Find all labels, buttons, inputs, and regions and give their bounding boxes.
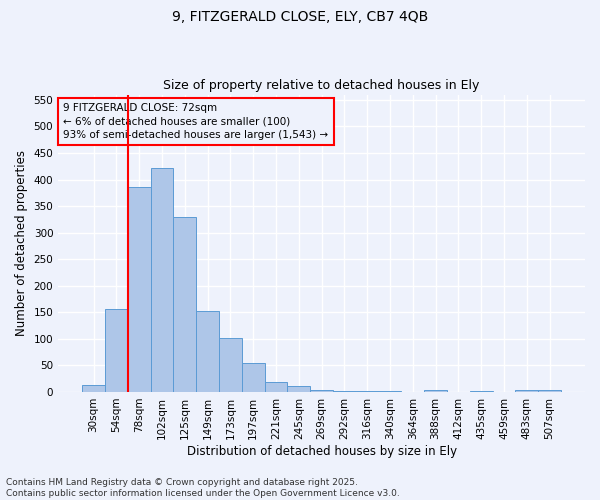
- Bar: [538, 390, 561, 392]
- Bar: [219, 338, 242, 392]
- Bar: [105, 308, 128, 392]
- Bar: [515, 390, 538, 392]
- Bar: [310, 390, 333, 392]
- Title: Size of property relative to detached houses in Ely: Size of property relative to detached ho…: [163, 79, 480, 92]
- Bar: [356, 391, 379, 392]
- Bar: [242, 362, 265, 392]
- Text: 9, FITZGERALD CLOSE, ELY, CB7 4QB: 9, FITZGERALD CLOSE, ELY, CB7 4QB: [172, 10, 428, 24]
- Text: Contains HM Land Registry data © Crown copyright and database right 2025.
Contai: Contains HM Land Registry data © Crown c…: [6, 478, 400, 498]
- Y-axis label: Number of detached properties: Number of detached properties: [15, 150, 28, 336]
- Bar: [265, 382, 287, 392]
- Bar: [424, 390, 447, 392]
- Bar: [151, 168, 173, 392]
- Bar: [82, 385, 105, 392]
- X-axis label: Distribution of detached houses by size in Ely: Distribution of detached houses by size …: [187, 444, 457, 458]
- Bar: [333, 391, 356, 392]
- Bar: [173, 216, 196, 392]
- Bar: [287, 386, 310, 392]
- Bar: [128, 188, 151, 392]
- Text: 9 FITZGERALD CLOSE: 72sqm
← 6% of detached houses are smaller (100)
93% of semi-: 9 FITZGERALD CLOSE: 72sqm ← 6% of detach…: [64, 104, 329, 140]
- Bar: [196, 310, 219, 392]
